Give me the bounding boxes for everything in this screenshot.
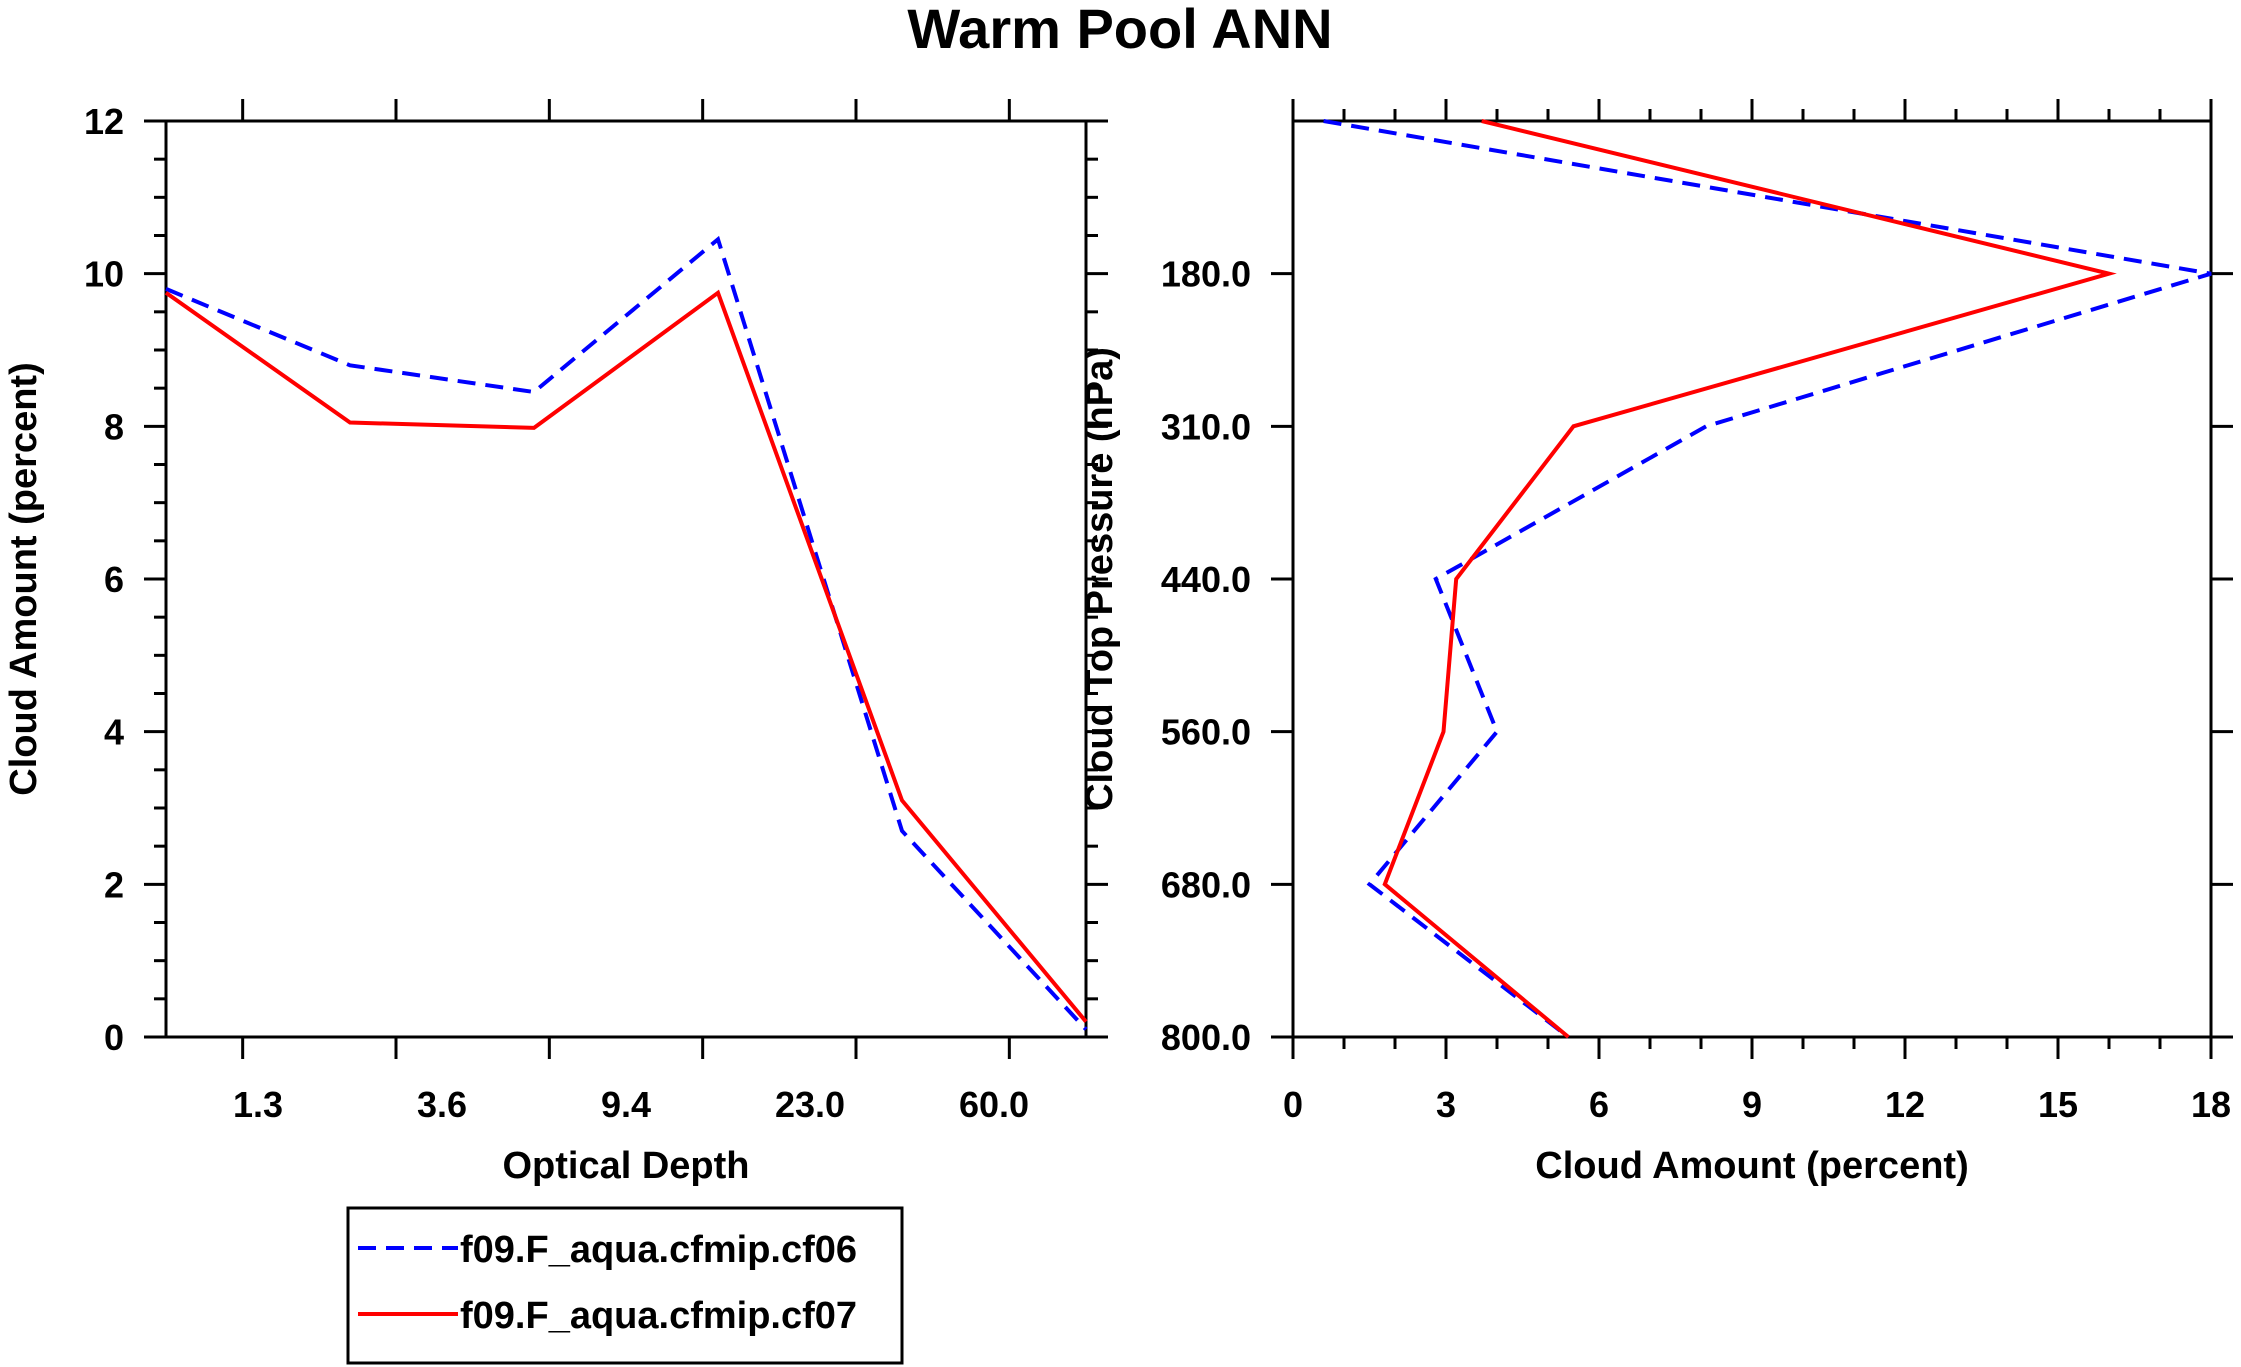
left-y-tick-label: 4 <box>104 712 124 753</box>
left-x-tick-label: 3.6 <box>417 1084 467 1125</box>
right-x-axis-label: Cloud Amount (percent) <box>1535 1145 1968 1187</box>
right-y-tick-label: 310.0 <box>1161 406 1251 447</box>
right-x-tick-label: 3 <box>1436 1084 1456 1125</box>
right-y-tick-label: 180.0 <box>1161 254 1251 295</box>
legend: f09.F_aqua.cfmip.cf06 f09.F_aqua.cfmip.c… <box>346 1206 904 1365</box>
left-series-line-cf06 <box>165 235 1088 1031</box>
right-y-tick-label: 440.0 <box>1161 559 1251 600</box>
left-x-tick-label: 23.0 <box>775 1084 845 1125</box>
left-x-tick-label: 9.4 <box>601 1084 651 1125</box>
right-y-axis-label: Cloud Top Pressure (hPa) <box>1079 347 1121 811</box>
left-y-tick-label: 8 <box>104 406 124 447</box>
right-x-tick-label: 18 <box>2191 1084 2231 1125</box>
chart-title: Warm Pool ANN <box>907 0 1332 60</box>
right-x-tick-label: 0 <box>1283 1084 1303 1125</box>
right-x-tick-label: 15 <box>2038 1084 2078 1125</box>
right-x-tick-label: 9 <box>1742 1084 1762 1125</box>
legend-label-cf06: f09.F_aqua.cfmip.cf06 <box>460 1229 857 1271</box>
left-series-line-cf07 <box>164 289 1088 1023</box>
right-y-tick-label: 800.0 <box>1161 1017 1251 1058</box>
left-y-tick-label: 12 <box>84 101 124 142</box>
right-plot-frame <box>1291 119 2213 1039</box>
right-series-line-cf06 <box>1323 119 2212 1039</box>
left-y-tick-label: 6 <box>104 559 124 600</box>
optical-depth-plot: 0 2 4 6 8 10 12 1.3 3.6 9.4 23.0 60.0 Optical Depth C… <box>3 99 1108 1187</box>
right-x-tick-label: 12 <box>1885 1084 1925 1125</box>
right-x-tick-label: 6 <box>1589 1084 1609 1125</box>
left-x-tick-label: 1.3 <box>233 1084 283 1125</box>
right-y-tick-label: 680.0 <box>1161 864 1251 905</box>
right-y-tick-label: 560.0 <box>1161 712 1251 753</box>
left-plot-frame <box>164 119 1088 1039</box>
left-x-axis-label: Optical Depth <box>502 1145 749 1187</box>
left-y-tick-label: 0 <box>104 1017 124 1058</box>
left-x-tick-label: 60.0 <box>959 1084 1029 1125</box>
left-y-axis-label: Cloud Amount (percent) <box>3 362 45 795</box>
legend-label-cf07: f09.F_aqua.cfmip.cf07 <box>460 1295 857 1337</box>
left-y-tick-label: 10 <box>84 254 124 295</box>
legend-box <box>346 1206 904 1365</box>
right-series-line-cf07 <box>1382 119 2117 1039</box>
left-y-tick-label: 2 <box>104 864 124 905</box>
cloud-top-pressure-plot: 0 3 6 9 12 15 18 180.0 310.0 440.0 560.0 680.0 800.0… <box>1079 99 2233 1187</box>
